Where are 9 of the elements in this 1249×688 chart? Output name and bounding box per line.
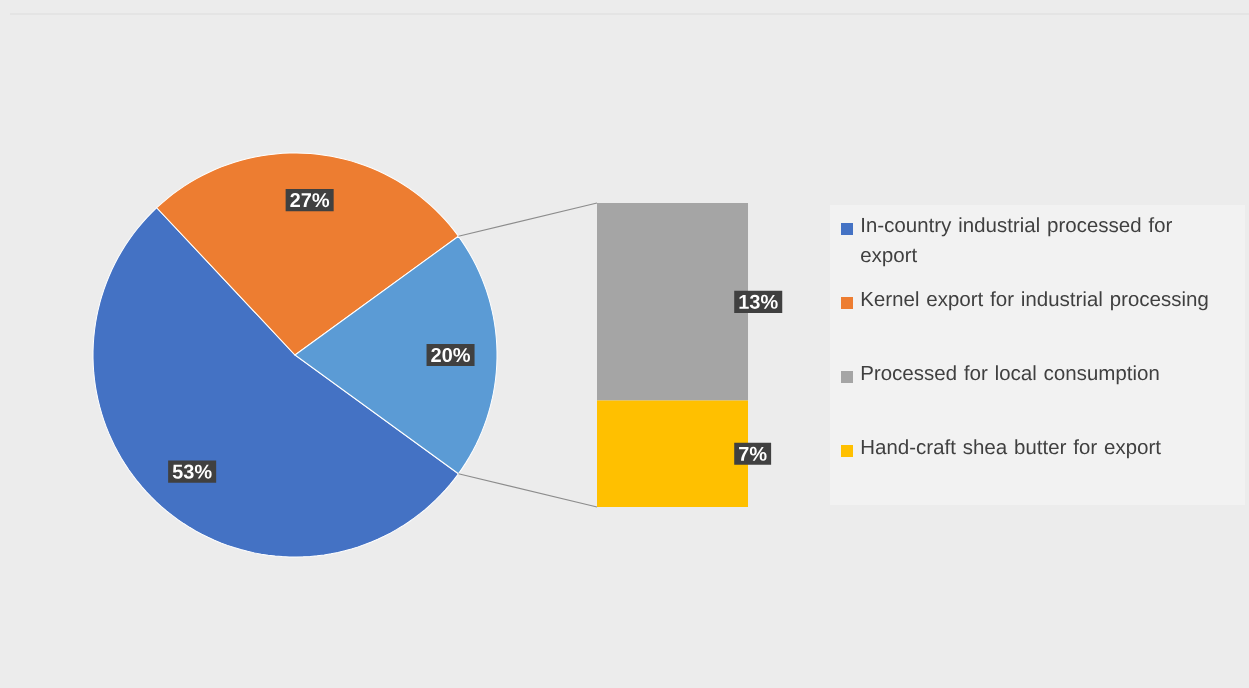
data-label: 7%	[739, 446, 767, 461]
legend-label: Hand-craft shea butter for export	[861, 439, 1161, 459]
legend-label: Kernel export for industrial processing	[861, 291, 1208, 311]
data-label: 53%	[172, 464, 212, 479]
legend-label: Processed for local consumption	[861, 365, 1159, 385]
data-label: 13%	[739, 294, 778, 309]
data-label: 27%	[290, 193, 330, 208]
legend-label: In-country industrial processed for export	[861, 217, 1173, 267]
data-label: 20%	[431, 347, 471, 363]
